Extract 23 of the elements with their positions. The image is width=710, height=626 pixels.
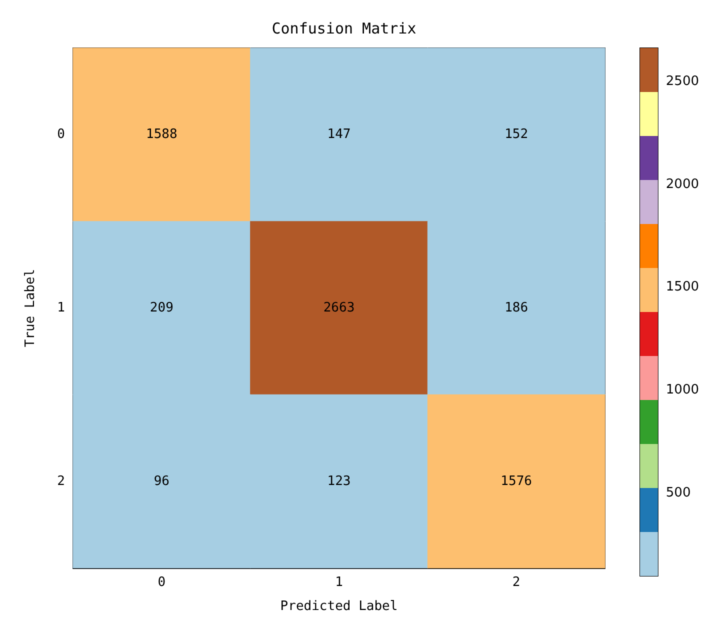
data-label: 209 <box>150 300 174 316</box>
color-bar-label: 2000 <box>666 176 700 192</box>
y-tick-label: 0 <box>57 127 65 142</box>
x-tick-label: 2 <box>512 575 520 590</box>
data-label: 186 <box>504 300 528 316</box>
color-bar-label: 1500 <box>666 280 700 295</box>
color-bar-label: 2500 <box>666 74 700 90</box>
data-label: 147 <box>327 127 351 142</box>
data-label: 2663 <box>323 300 355 316</box>
data-label: 152 <box>504 127 528 142</box>
data-label: 123 <box>327 474 351 489</box>
x-tick-label: 1 <box>335 575 343 590</box>
y-axis-title: True Label <box>23 268 38 348</box>
x-axis-title: Predicted Label <box>280 599 398 614</box>
data-label: 96 <box>154 474 170 489</box>
x-tick-label: 0 <box>158 575 166 590</box>
y-tick-label: 1 <box>57 300 65 316</box>
color-bar-label: 500 <box>666 485 691 500</box>
color-bar-label: 1000 <box>666 382 700 398</box>
chart-title: Confusion Matrix <box>272 20 416 38</box>
data-label: 1588 <box>146 127 178 142</box>
data-label: 1576 <box>500 474 532 489</box>
y-tick-label: 2 <box>57 474 65 489</box>
